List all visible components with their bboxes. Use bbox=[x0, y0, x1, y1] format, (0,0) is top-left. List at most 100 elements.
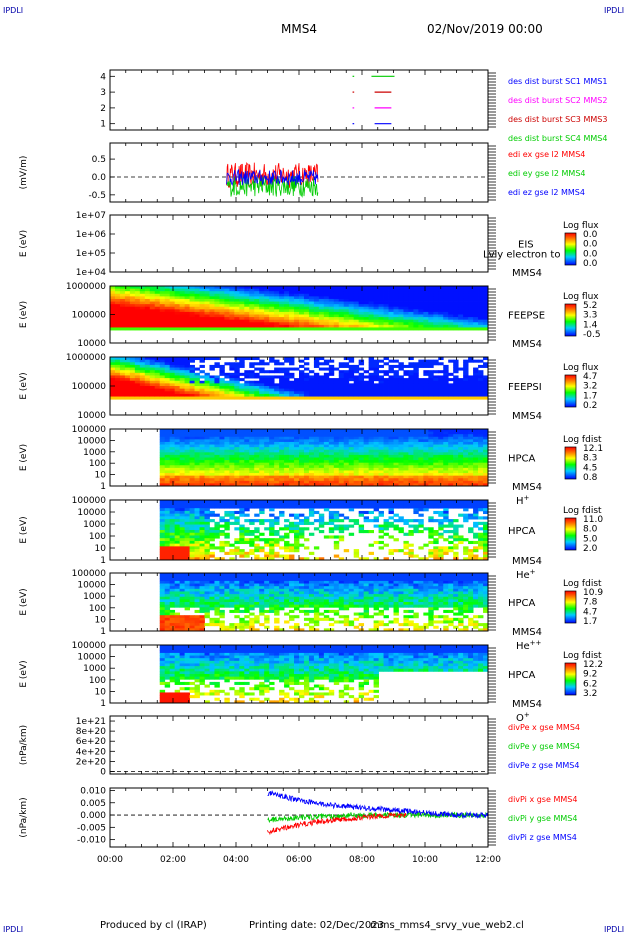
panel-hpca-h-cell bbox=[383, 447, 389, 451]
panel-feepsi-cell bbox=[134, 383, 141, 387]
panel-hpca-h-cell bbox=[239, 483, 245, 487]
panel-feepse-cell bbox=[219, 309, 225, 313]
panel-feepse-cell bbox=[453, 311, 459, 315]
panel-feepse-cell bbox=[318, 286, 325, 289]
panel-feepse-cell bbox=[483, 296, 489, 300]
panel-feepse-cell bbox=[234, 317, 240, 321]
panel-feepse-cell bbox=[323, 291, 330, 295]
panel-feepse-cell bbox=[393, 322, 399, 326]
panel-hpca-h-cell bbox=[398, 483, 404, 487]
panel-feepse-cell bbox=[418, 304, 424, 308]
panel-feepse-cell bbox=[110, 306, 116, 310]
panel-feepsi-cell bbox=[313, 391, 320, 395]
panel-feepsi-cell bbox=[388, 367, 394, 371]
panel-hpca-he-cell bbox=[368, 530, 374, 534]
panel-hpca-he-cell bbox=[239, 538, 245, 542]
panel-hpca-he-cell bbox=[229, 557, 235, 561]
panel-feepsi-cell bbox=[478, 364, 484, 368]
panel-hpca-h-cell bbox=[184, 462, 190, 466]
panel-feepsi-cell bbox=[194, 375, 200, 379]
panel-feepse-cell bbox=[433, 301, 439, 305]
panel-hpca-h-cell bbox=[259, 454, 265, 458]
panel-hpca-h-cell bbox=[363, 460, 370, 464]
panel-feepse-cell bbox=[483, 319, 489, 323]
panel-hpca-h-cell bbox=[388, 434, 394, 438]
panel-hpca-h-cell bbox=[443, 449, 449, 453]
panel-feepsi-cell bbox=[338, 378, 345, 382]
panel-hpca-h-cell bbox=[333, 475, 340, 479]
panel-feepse-heatmap-cells bbox=[110, 286, 489, 331]
panel-hpca-h-cell bbox=[363, 454, 370, 458]
panel-feepse-cell bbox=[169, 314, 176, 318]
panel-hpca-h-cell bbox=[358, 441, 365, 445]
panel-feepse-cell bbox=[458, 288, 464, 292]
panel-hpca-h-cell bbox=[458, 447, 464, 451]
panel-feepse-cell bbox=[259, 306, 265, 310]
panel-feepsi-cell bbox=[114, 378, 121, 382]
panel-feepse-cell bbox=[453, 291, 459, 295]
panel-hpca-he-cell bbox=[249, 549, 255, 553]
panel-feepse-cell bbox=[393, 324, 399, 328]
panel-feepsi-cell bbox=[259, 380, 265, 384]
panel-hpca-h-cell bbox=[299, 439, 305, 443]
panel-feepse-cell bbox=[219, 322, 225, 326]
panel-feepsi-cell bbox=[209, 380, 215, 384]
panel-feepsi-cell bbox=[124, 378, 131, 382]
panel-hpca-h-cell bbox=[463, 449, 469, 453]
panel-feepse-cell bbox=[383, 291, 389, 295]
panel-feepsi-cell bbox=[348, 383, 355, 387]
panel-hpca-he-cell bbox=[224, 510, 230, 515]
panel-feepsi-cell bbox=[284, 388, 290, 392]
panel-feepsi-cell bbox=[338, 380, 345, 384]
panel-feepse-cell bbox=[323, 317, 330, 321]
panel-feepse-cell bbox=[239, 293, 245, 297]
panel-hpca-he-cell bbox=[433, 532, 439, 536]
panel-hpca-h-cell bbox=[393, 441, 399, 445]
panel-hpca-h-cell bbox=[443, 483, 449, 487]
panel-hpca-h-cell bbox=[418, 452, 424, 456]
panel-feepse-cell bbox=[333, 324, 340, 328]
panel-hpca-h-cell bbox=[473, 457, 479, 461]
panel-hpca-h-cell bbox=[239, 475, 245, 479]
panel-hpca-h-cell bbox=[308, 480, 315, 484]
panel-hpca-h-cell bbox=[199, 483, 205, 487]
panel-feepsi-cell bbox=[174, 386, 181, 390]
panel-feepse-cell bbox=[353, 322, 360, 326]
panel-hpca-he-cell bbox=[159, 527, 166, 531]
panel-hpca-he-cell bbox=[184, 510, 190, 515]
panel-hpca-h-cell bbox=[438, 434, 444, 438]
panel-feepsi-cell bbox=[328, 367, 335, 371]
panel-hpca-h-cell bbox=[279, 478, 285, 482]
panel-hpca-he-cell bbox=[428, 505, 434, 509]
panel-feepse-cell bbox=[428, 317, 434, 321]
panel-hpca-h-cell bbox=[348, 473, 355, 477]
panel-feepsi-cell bbox=[184, 375, 190, 379]
panel-feepsi-cell bbox=[134, 396, 141, 400]
panel-hpca-h-cell bbox=[199, 480, 205, 484]
panel-hpca-he-cell bbox=[209, 502, 215, 506]
panel-feepsi-cell bbox=[473, 383, 479, 387]
panel-feepsi-spacecraft: MMS4 bbox=[512, 411, 542, 422]
panel-hpca-h-cell bbox=[483, 429, 489, 432]
panel-hpca-h-cell bbox=[403, 436, 409, 440]
panel-hpca-h-cell bbox=[169, 470, 176, 474]
panel-feepse-cell bbox=[438, 288, 444, 292]
panel-feepsi-cell bbox=[269, 383, 275, 387]
panel-feepse-cell bbox=[403, 322, 409, 326]
panel-hpca-h-cell bbox=[244, 478, 250, 482]
panel-feepsi-cell bbox=[388, 380, 394, 384]
panel-hpca-h-cell bbox=[259, 429, 265, 432]
panel-feepse-cell bbox=[423, 311, 429, 315]
panel-hpca-h-cell bbox=[179, 452, 185, 456]
panel-hpca-h-cell bbox=[348, 457, 355, 461]
panel-hpca-h-cell bbox=[428, 462, 434, 466]
panel-hpca-h-cell bbox=[294, 457, 300, 461]
panel-hpca-h-cell bbox=[219, 439, 225, 443]
panel-feepse-cell bbox=[159, 288, 166, 292]
panel-hpca-h-cell bbox=[448, 457, 454, 461]
panel-hpca-h-cell bbox=[343, 467, 350, 471]
panel-hpca-h-cell bbox=[189, 467, 195, 471]
panel-hpca-he-cell bbox=[219, 502, 225, 506]
panel-feepsi-cell bbox=[433, 393, 439, 397]
panel-hpca-h-cell bbox=[259, 444, 265, 448]
